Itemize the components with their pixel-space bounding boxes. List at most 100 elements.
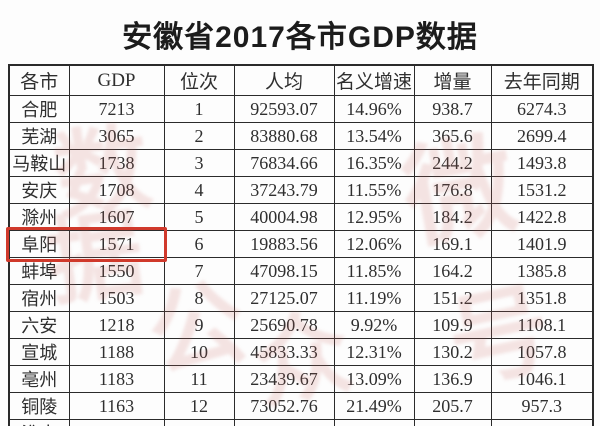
value-cell: 2699.4 <box>490 122 594 150</box>
value-cell: 1738 <box>68 149 165 177</box>
value-cell: 5 <box>163 203 235 231</box>
table-row: 亳州 1183 11 23439.67 13.09% 136.9 1046.1 <box>8 365 594 393</box>
column-header: GDP <box>68 64 165 96</box>
table-row: 宣城 1188 10 45833.33 12.31% 130.2 1057.8 <box>8 338 594 366</box>
value-cell: 1057.8 <box>490 338 594 366</box>
column-header: 名义增速 <box>333 64 415 96</box>
value-cell: 1571 <box>68 230 165 258</box>
value-cell: 205.7 <box>413 392 492 420</box>
value-cell: 12 <box>163 392 235 420</box>
city-cell: 宿州 <box>8 284 70 312</box>
value-cell: 1163 <box>68 392 165 420</box>
city-cell: 铜陵 <box>8 392 70 420</box>
value-cell: 1108.1 <box>490 311 594 339</box>
value-cell: 40004.98 <box>233 203 335 231</box>
value-cell: 6 <box>163 230 235 258</box>
city-cell: 淮南 <box>8 419 70 426</box>
value-cell: 45833.33 <box>233 338 335 366</box>
value-cell: 7213 <box>68 95 165 123</box>
table-row: 滁州 1607 5 40004.98 12.95% 184.2 1422.8 <box>8 203 594 231</box>
value-cell: 11 <box>163 365 235 393</box>
value-cell: 12.31% <box>333 338 415 366</box>
city-cell: 阜阳 <box>8 230 70 258</box>
value-cell: 73052.76 <box>233 392 335 420</box>
value-cell: 1550 <box>68 257 165 285</box>
table-row: 铜陵 1163 12 73052.76 21.49% 205.7 957.3 <box>8 392 594 420</box>
value-cell: 1218 <box>68 311 165 339</box>
value-cell: 7 <box>163 257 235 285</box>
value-cell: 130.2 <box>413 338 492 366</box>
city-cell: 宣城 <box>8 338 70 366</box>
table-row: 蚌埠 1550 7 47098.15 11.85% 164.2 1385.8 <box>8 257 594 285</box>
column-header: 人均 <box>233 64 335 96</box>
table-row: 阜阳 1571 6 19883.56 12.06% 169.1 1401.9 <box>8 230 594 258</box>
column-header: 位次 <box>163 64 235 96</box>
value-cell: 1401.9 <box>490 230 594 258</box>
table-row: 淮南11111332381.2315.27%147.2963.8 <box>8 419 594 426</box>
gdp-table: 各市 GDP 位次 人均 名义增速 增量 去年同期 合肥 7213 1 92593.07 14.96… <box>8 64 594 426</box>
city-cell: 滁州 <box>8 203 70 231</box>
value-cell: 10 <box>163 338 235 366</box>
value-cell: 1503 <box>68 284 165 312</box>
value-cell: 1422.8 <box>490 203 594 231</box>
value-cell: 1 <box>163 95 235 123</box>
value-cell: 109.9 <box>413 311 492 339</box>
header-row: 各市 GDP 位次 人均 名义增速 增量 去年同期 <box>8 64 594 96</box>
value-cell: 3065 <box>68 122 165 150</box>
value-cell: 9 <box>163 311 235 339</box>
city-cell: 马鞍山 <box>8 149 70 177</box>
value-cell: 136.9 <box>413 365 492 393</box>
city-cell: 蚌埠 <box>8 257 70 285</box>
column-header: 去年同期 <box>490 64 594 96</box>
value-cell: 13.54% <box>333 122 415 150</box>
value-cell: 151.2 <box>413 284 492 312</box>
table-row: 合肥 7213 1 92593.07 14.96% 938.7 6274.3 <box>8 95 594 123</box>
value-cell: 963.8 <box>490 419 594 426</box>
table-row: 芜湖 3065 2 83880.68 13.54% 365.6 2699.4 <box>8 122 594 150</box>
value-cell: 21.49% <box>333 392 415 420</box>
value-cell: 184.2 <box>413 203 492 231</box>
value-cell: 1607 <box>68 203 165 231</box>
value-cell: 176.8 <box>413 176 492 204</box>
value-cell: 4 <box>163 176 235 204</box>
value-cell: 12.95% <box>333 203 415 231</box>
value-cell: 9.92% <box>333 311 415 339</box>
value-cell: 1183 <box>68 365 165 393</box>
value-cell: 1111 <box>68 419 165 426</box>
value-cell: 938.7 <box>413 95 492 123</box>
value-cell: 957.3 <box>490 392 594 420</box>
column-header: 各市 <box>8 64 70 96</box>
value-cell: 11.55% <box>333 176 415 204</box>
value-cell: 365.6 <box>413 122 492 150</box>
value-cell: 76834.66 <box>233 149 335 177</box>
value-cell: 6274.3 <box>490 95 594 123</box>
value-cell: 11.19% <box>333 284 415 312</box>
value-cell: 169.1 <box>413 230 492 258</box>
value-cell: 37243.79 <box>233 176 335 204</box>
value-cell: 92593.07 <box>233 95 335 123</box>
value-cell: 1493.8 <box>490 149 594 177</box>
value-cell: 25690.78 <box>233 311 335 339</box>
value-cell: 12.06% <box>333 230 415 258</box>
city-cell: 芜湖 <box>8 122 70 150</box>
value-cell: 164.2 <box>413 257 492 285</box>
value-cell: 1708 <box>68 176 165 204</box>
value-cell: 16.35% <box>333 149 415 177</box>
value-cell: 23439.67 <box>233 365 335 393</box>
value-cell: 1351.8 <box>490 284 594 312</box>
value-cell: 32381.23 <box>233 419 335 426</box>
gdp-table-header: 各市 GDP 位次 人均 名义增速 增量 去年同期 <box>8 64 594 96</box>
table-row: 宿州 1503 8 27125.07 11.19% 151.2 1351.8 <box>8 284 594 312</box>
value-cell: 15.27% <box>333 419 415 426</box>
value-cell: 147.2 <box>413 419 492 426</box>
value-cell: 11.85% <box>333 257 415 285</box>
value-cell: 1046.1 <box>490 365 594 393</box>
value-cell: 1531.2 <box>490 176 594 204</box>
table-row: 马鞍山 1738 3 76834.66 16.35% 244.2 1493.8 <box>8 149 594 177</box>
value-cell: 1385.8 <box>490 257 594 285</box>
value-cell: 13 <box>163 419 235 426</box>
value-cell: 14.96% <box>333 95 415 123</box>
value-cell: 8 <box>163 284 235 312</box>
city-cell: 六安 <box>8 311 70 339</box>
